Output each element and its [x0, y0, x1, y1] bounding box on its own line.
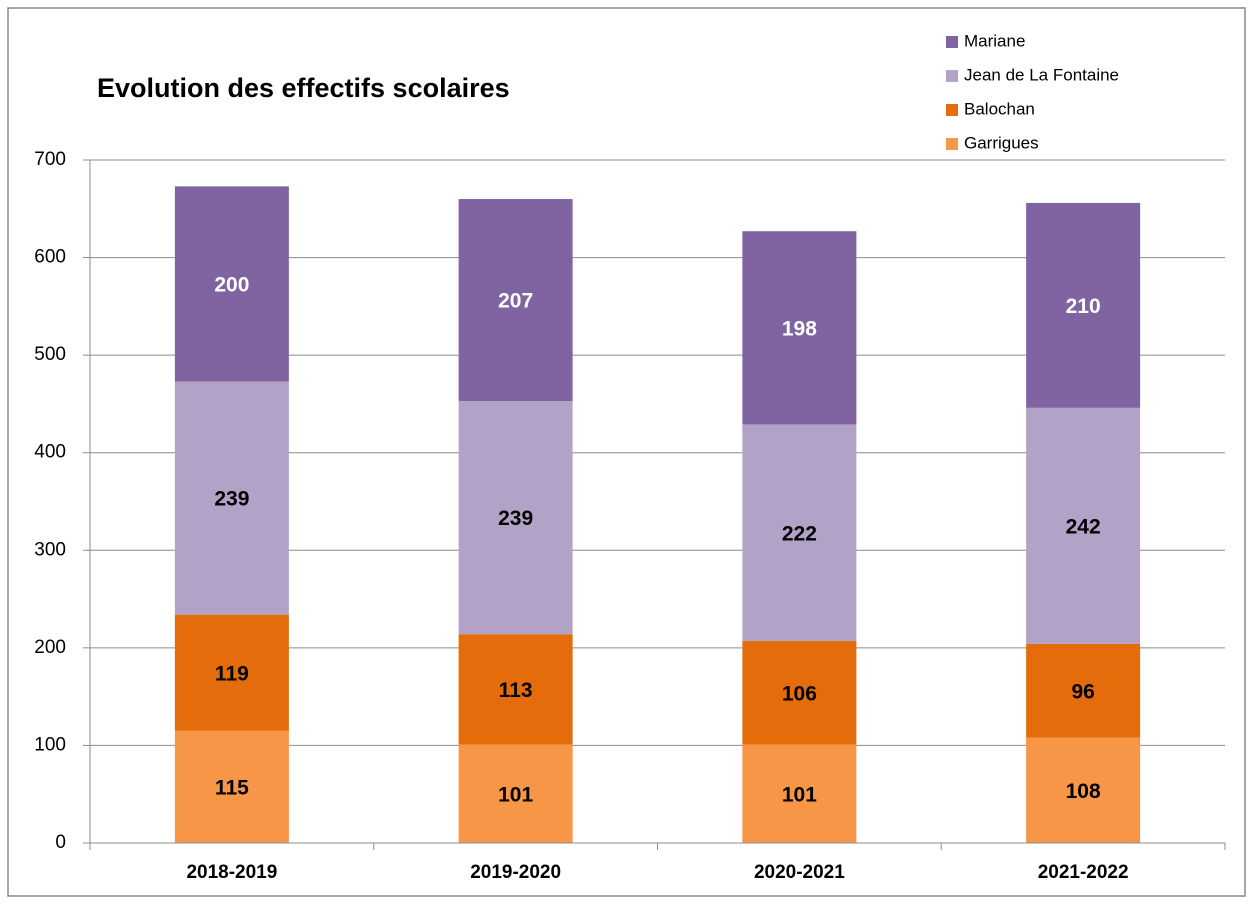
y-tick-label: 100 — [34, 734, 66, 755]
data-label: 239 — [498, 507, 533, 530]
chart-title: Evolution des effectifs scolaires — [97, 73, 510, 103]
bar-segment — [742, 231, 857, 425]
x-tick-label: 2019-2020 — [470, 862, 561, 883]
x-tick-label: 2020-2021 — [754, 862, 845, 883]
y-tick-label: 400 — [34, 442, 66, 463]
data-label: 115 — [215, 776, 249, 799]
data-label: 101 — [782, 783, 817, 806]
bar-segment — [458, 634, 573, 745]
bar-segment — [174, 381, 289, 615]
bar-segment — [458, 744, 573, 843]
legend-label: Balochan — [964, 99, 1035, 118]
bar-segment — [174, 730, 289, 843]
data-label: 108 — [1066, 780, 1101, 803]
data-label: 239 — [214, 488, 249, 511]
x-tick-label: 2021-2022 — [1038, 862, 1129, 883]
y-tick-label: 700 — [34, 149, 66, 170]
legend-label: Garrigues — [964, 133, 1039, 152]
legend-swatch — [946, 70, 958, 82]
bar-segment — [742, 424, 857, 642]
legend-swatch — [946, 104, 958, 116]
data-label: 101 — [498, 783, 533, 806]
bar-segment — [742, 744, 857, 843]
data-label: 200 — [214, 273, 249, 296]
data-label: 198 — [782, 317, 817, 340]
bar-segment — [1026, 737, 1141, 843]
bar-segment — [458, 199, 573, 402]
y-tick-label: 300 — [34, 539, 66, 560]
data-label: 96 — [1071, 680, 1094, 703]
legend-swatch — [946, 138, 958, 150]
y-tick-label: 0 — [55, 832, 66, 853]
y-tick-label: 600 — [34, 247, 66, 268]
y-tick-label: 500 — [34, 344, 66, 365]
data-label: 242 — [1066, 515, 1101, 538]
data-label: 119 — [215, 662, 249, 685]
data-label: 113 — [499, 679, 533, 702]
bar-segment — [1026, 643, 1141, 738]
legend-label: Mariane — [964, 31, 1025, 50]
data-label: 106 — [782, 682, 817, 705]
y-tick-label: 200 — [34, 637, 66, 658]
legend-swatch — [946, 36, 958, 48]
bar-segment — [174, 614, 289, 731]
bar-segment — [174, 186, 289, 382]
bar-segment — [742, 641, 857, 745]
bar-segment — [1026, 202, 1141, 408]
data-label: 207 — [498, 290, 533, 313]
bar-segment — [1026, 407, 1141, 644]
data-label: 222 — [782, 522, 817, 545]
bar-segment — [458, 401, 573, 635]
data-label: 210 — [1066, 295, 1101, 318]
x-tick-label: 2018-2019 — [186, 862, 277, 883]
legend-label: Jean de La Fontaine — [964, 65, 1119, 84]
